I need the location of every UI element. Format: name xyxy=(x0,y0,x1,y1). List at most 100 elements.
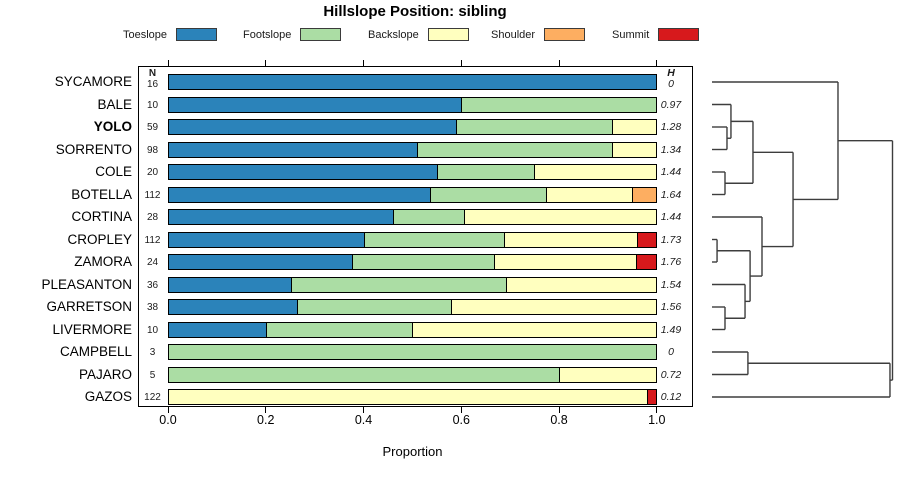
n-value: 5 xyxy=(149,369,156,381)
x-axis-tick-label: 0.0 xyxy=(159,413,177,427)
h-header: H xyxy=(667,67,675,79)
bar-segment-toeslope xyxy=(169,232,364,247)
bar-segment-toeslope xyxy=(169,97,462,112)
legend-item-label: Toeslope xyxy=(123,28,168,41)
stacked-bar xyxy=(168,209,657,225)
stacked-bar xyxy=(168,344,657,360)
bar-segment-backslope xyxy=(169,390,648,404)
stacked-bar xyxy=(168,186,657,203)
row-label-yolo: YOLO xyxy=(93,119,132,134)
x-axis-tick-bottom xyxy=(167,407,169,413)
stacked-bar xyxy=(168,366,657,383)
row-label-gazos: GAZOS xyxy=(84,389,132,404)
h-value: 1.44 xyxy=(660,211,682,223)
stacked-bar xyxy=(168,141,657,158)
bar-segment-footslope xyxy=(351,255,494,269)
legend-item-label: Footslope xyxy=(243,28,292,41)
x-axis-tick-label: 0.4 xyxy=(354,413,373,427)
n-value: 3 xyxy=(149,347,156,358)
bar-segment-toeslope xyxy=(169,300,298,314)
n-header: N xyxy=(148,68,157,79)
stacked-bar xyxy=(168,119,657,135)
n-value: 28 xyxy=(146,212,159,223)
x-axis-label: Proportion xyxy=(382,444,443,459)
bar-segment-summit xyxy=(636,232,656,247)
n-value: 38 xyxy=(146,302,159,313)
n-value: 98 xyxy=(146,144,159,156)
row-label-botella: BOTELLA xyxy=(71,186,132,202)
h-value: 1.54 xyxy=(660,278,682,291)
bar-segment-backslope xyxy=(558,367,656,382)
h-value: 0.97 xyxy=(660,98,682,111)
bar-segment-backslope xyxy=(534,165,656,179)
legend-item-summit: Summit xyxy=(612,27,700,42)
x-axis-tick-bottom xyxy=(363,407,365,413)
bar-segment-backslope xyxy=(504,232,637,247)
row-label-campbell: CAMPBELL xyxy=(59,344,132,359)
bar-segment-footslope xyxy=(297,300,452,314)
legend-item-footslope: Footslope xyxy=(243,27,342,42)
x-axis-tick-bottom xyxy=(460,407,462,413)
bar-segment-footslope xyxy=(266,322,413,337)
bar-segment-footslope xyxy=(456,120,613,134)
bar-segment-summit xyxy=(647,390,656,404)
row-label-livermore: LIVERMORE xyxy=(52,321,132,337)
bar-segment-backslope xyxy=(546,187,632,202)
bar-segment-toeslope xyxy=(169,255,352,269)
bar-segment-toeslope xyxy=(169,210,394,224)
row-label-pajaro: PAJARO xyxy=(78,366,132,382)
n-value: 20 xyxy=(146,167,159,178)
n-value: 10 xyxy=(146,99,159,111)
x-axis-tick-label: 0.6 xyxy=(452,413,470,427)
h-value: 1.49 xyxy=(660,323,682,336)
n-value: 59 xyxy=(146,122,159,133)
bar-segment-backslope xyxy=(451,300,656,314)
bar-segment-toeslope xyxy=(169,165,437,179)
bar-segment-footslope xyxy=(169,345,656,359)
h-value-text: 0 xyxy=(668,78,674,90)
row-label-garretson: GARRETSON xyxy=(46,299,132,314)
row-label-cole: COLE xyxy=(95,164,132,179)
n-value: 24 xyxy=(146,257,159,268)
h-value: 1.73 xyxy=(660,233,682,246)
bar-segment-backslope xyxy=(463,210,656,224)
bar-segment-backslope xyxy=(493,255,636,269)
chart-title: Hillslope Position: sibling xyxy=(323,3,507,20)
row-label-zamora: ZAMORA xyxy=(74,254,132,269)
n-value: 112 xyxy=(144,234,161,246)
x-axis-tick-label: 0.2 xyxy=(257,413,275,427)
x-axis-tick-label: 1.0 xyxy=(648,413,666,427)
h-value: 0.12 xyxy=(660,391,682,403)
bar-segment-summit xyxy=(635,255,656,269)
bar-segment-footslope xyxy=(169,367,559,382)
stacked-bar xyxy=(168,276,657,293)
h-value: 1.44 xyxy=(660,166,682,178)
bar-segment-toeslope xyxy=(169,75,656,89)
x-axis-tick-top xyxy=(363,60,365,66)
stacked-bar xyxy=(168,231,657,248)
n-value: 10 xyxy=(146,324,159,336)
bar-segment-toeslope xyxy=(169,322,267,337)
legend-item-toeslope: Toeslope xyxy=(123,27,218,42)
bar-segment-footslope xyxy=(429,187,547,202)
stacked-bar xyxy=(168,321,657,338)
stacked-bar xyxy=(168,74,657,90)
legend: Toeslope Footslope Backslope Shoulder Summit xyxy=(0,0,900,50)
n-value-text: 16 xyxy=(146,79,159,90)
row-label-cropley: CROPLEY xyxy=(67,231,132,247)
bar-segment-toeslope xyxy=(169,120,457,134)
h-value: 1.34 xyxy=(660,143,682,156)
x-axis-tick-top xyxy=(460,60,462,66)
bar-segment-footslope xyxy=(290,277,507,292)
legend-swatch xyxy=(427,28,469,41)
bar-segment-backslope xyxy=(612,142,656,157)
h-value: 1.28 xyxy=(660,121,682,133)
bar-segment-footslope xyxy=(436,165,535,179)
h-value: 1.56 xyxy=(660,301,682,313)
stacked-bar xyxy=(168,389,657,405)
x-axis-tick-label: 0.8 xyxy=(550,413,568,427)
cluster-dendrogram xyxy=(712,81,894,398)
bar-segment-toeslope xyxy=(169,277,291,292)
